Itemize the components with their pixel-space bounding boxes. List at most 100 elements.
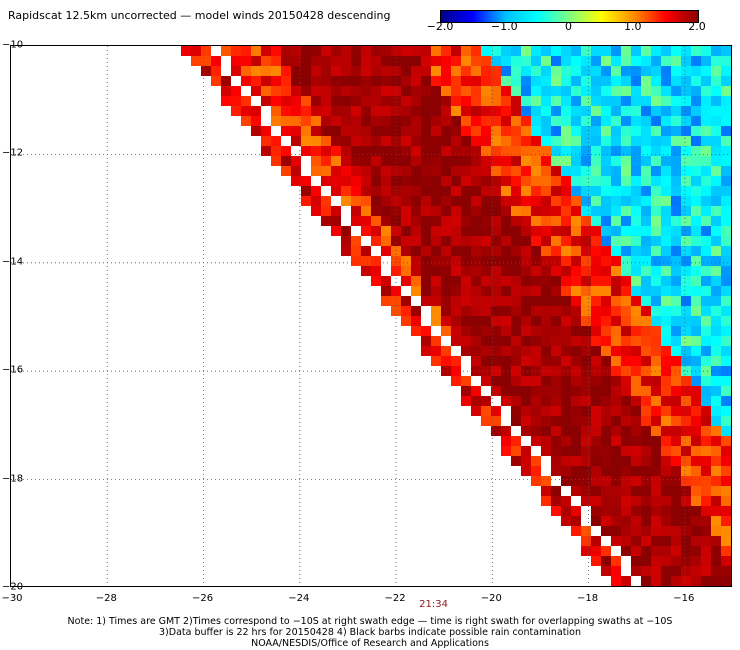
data-cell bbox=[631, 416, 641, 426]
data-cell bbox=[661, 226, 671, 236]
data-cell bbox=[471, 146, 481, 156]
data-cell bbox=[601, 136, 611, 146]
data-cell bbox=[431, 306, 441, 316]
data-cell bbox=[611, 506, 621, 516]
data-cell bbox=[251, 86, 261, 96]
data-cell bbox=[721, 146, 731, 156]
data-cell bbox=[361, 206, 371, 216]
data-cell bbox=[641, 176, 651, 186]
data-cell bbox=[461, 216, 471, 226]
data-cell bbox=[611, 196, 621, 206]
data-cell bbox=[231, 86, 241, 96]
data-cell bbox=[681, 216, 691, 226]
data-cell bbox=[561, 286, 571, 296]
data-cell bbox=[701, 536, 711, 546]
data-cell bbox=[631, 436, 641, 446]
data-cell bbox=[411, 46, 421, 56]
data-cell bbox=[731, 546, 732, 556]
data-cell bbox=[311, 196, 321, 206]
data-cell bbox=[631, 186, 641, 196]
data-cell bbox=[551, 116, 561, 126]
data-cell bbox=[581, 236, 591, 246]
data-cell bbox=[261, 86, 271, 96]
data-cell bbox=[421, 266, 431, 276]
data-cell bbox=[481, 336, 491, 346]
data-cell bbox=[631, 346, 641, 356]
data-cell bbox=[601, 156, 611, 166]
data-cell bbox=[521, 46, 531, 56]
data-cell bbox=[721, 336, 731, 346]
data-cell bbox=[281, 146, 291, 156]
data-cell bbox=[601, 216, 611, 226]
data-cell bbox=[591, 176, 601, 186]
data-cell bbox=[621, 126, 631, 136]
data-cell bbox=[721, 116, 731, 126]
data-cell bbox=[241, 56, 251, 66]
data-cell bbox=[631, 426, 641, 436]
data-cell bbox=[481, 186, 491, 196]
data-cell bbox=[671, 186, 681, 196]
data-cell bbox=[731, 116, 732, 126]
data-cell bbox=[431, 226, 441, 236]
data-cell bbox=[541, 126, 551, 136]
data-cell bbox=[631, 506, 641, 516]
data-cell bbox=[551, 46, 561, 56]
data-cell bbox=[511, 346, 521, 356]
data-cell bbox=[671, 116, 681, 126]
data-cell bbox=[341, 146, 351, 156]
data-cell bbox=[651, 586, 661, 587]
data-cell bbox=[541, 306, 551, 316]
data-cell bbox=[651, 186, 661, 196]
data-cell bbox=[451, 266, 461, 276]
data-cell bbox=[581, 546, 591, 556]
data-cell bbox=[421, 326, 431, 336]
data-cell bbox=[731, 556, 732, 566]
data-cell bbox=[711, 96, 721, 106]
data-cell bbox=[731, 466, 732, 476]
data-cell bbox=[601, 436, 611, 446]
data-cell bbox=[711, 566, 721, 576]
data-cell bbox=[551, 316, 561, 326]
data-cell bbox=[641, 466, 651, 476]
longitude-tick-label: −20 bbox=[480, 593, 502, 604]
data-cell bbox=[461, 276, 471, 286]
data-cell bbox=[731, 526, 732, 536]
data-cell bbox=[681, 456, 691, 466]
data-cell bbox=[551, 266, 561, 276]
data-cell bbox=[681, 506, 691, 516]
data-cell bbox=[381, 206, 391, 216]
data-cell bbox=[691, 286, 701, 296]
data-cell bbox=[671, 316, 681, 326]
data-cell bbox=[431, 266, 441, 276]
data-cell bbox=[671, 276, 681, 286]
data-cell bbox=[721, 126, 731, 136]
data-cell bbox=[371, 106, 381, 116]
data-cell bbox=[691, 56, 701, 66]
data-cell bbox=[571, 216, 581, 226]
data-cell bbox=[611, 166, 621, 176]
data-cell bbox=[611, 226, 621, 236]
data-cell bbox=[691, 126, 701, 136]
data-cell bbox=[611, 136, 621, 146]
data-cell bbox=[621, 366, 631, 376]
data-cell bbox=[731, 246, 732, 256]
data-cell bbox=[361, 176, 371, 186]
data-cell bbox=[521, 166, 531, 176]
data-cell bbox=[721, 86, 731, 96]
data-cell bbox=[341, 196, 351, 206]
data-cell bbox=[681, 386, 691, 396]
data-cell bbox=[551, 136, 561, 146]
data-cell bbox=[611, 396, 621, 406]
data-cell bbox=[591, 386, 601, 396]
data-cell bbox=[531, 396, 541, 406]
data-cell bbox=[731, 106, 732, 116]
data-cell bbox=[371, 176, 381, 186]
data-cell bbox=[591, 326, 601, 336]
data-cell bbox=[211, 66, 221, 76]
data-cell bbox=[441, 156, 451, 166]
data-cell bbox=[331, 96, 341, 106]
data-cell bbox=[241, 46, 251, 56]
data-cell bbox=[631, 146, 641, 156]
data-cell bbox=[641, 396, 651, 406]
data-cell bbox=[651, 426, 661, 436]
